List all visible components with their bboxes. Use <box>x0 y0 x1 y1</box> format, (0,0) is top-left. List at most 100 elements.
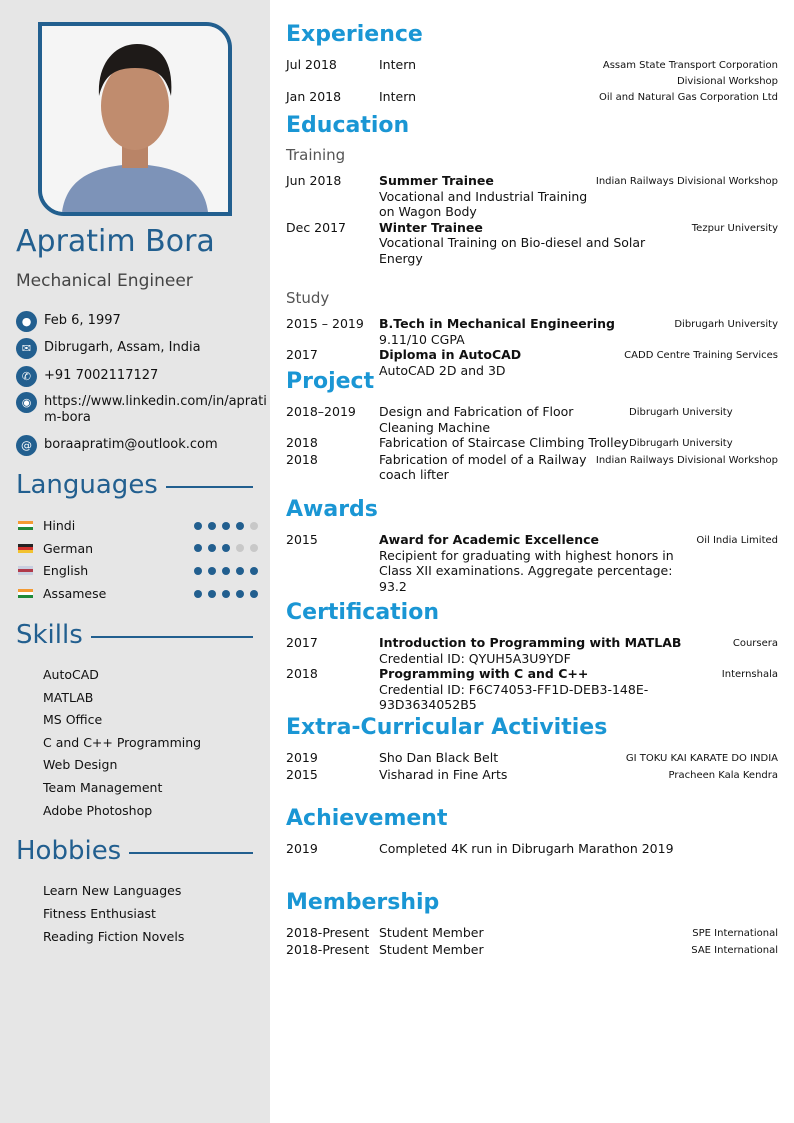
rating-dot <box>194 589 202 598</box>
education-section: Education Training Jun 2018 Summer Traine… <box>286 112 778 378</box>
proficiency-rating <box>194 589 258 598</box>
entry-body: B.Tech in Mechanical Engineering 9.11/10 … <box>379 316 674 347</box>
entry-title: Summer Trainee <box>379 173 494 188</box>
candidate-name: Apratim Bora <box>16 224 215 259</box>
language-name: English <box>43 563 89 579</box>
entry-row: Dec 2017 Winter Trainee Vocational Trainin… <box>286 220 778 267</box>
entry-organization: Tezpur University <box>691 222 778 234</box>
entry-description: Vocational and Industrial Training on Wa… <box>379 188 588 220</box>
entry-date: 2018 <box>286 666 318 681</box>
hobbies-item: Fitness Enthusiast <box>43 906 156 921</box>
entry-row: 2018 Fabrication of Staircase Climbing Tr… <box>286 435 778 452</box>
entry-title: Programming with C and C++ <box>379 666 589 681</box>
language-row: German <box>18 541 258 556</box>
entry-date: 2018–2019 <box>286 404 356 419</box>
entry-body: Intern <box>379 57 558 89</box>
rating-dot <box>208 544 216 553</box>
section-heading: Certification <box>286 600 440 625</box>
entry-date: 2017 <box>286 347 318 362</box>
entry-description: AutoCAD 2D and 3D <box>379 362 506 378</box>
entry-date: 2018-Present <box>286 941 370 957</box>
entry-row: Jun 2018 Summer Trainee Vocational and Ind… <box>286 173 778 220</box>
entry-row: 2015 Award for Academic Excellence Recipie… <box>286 532 778 594</box>
rating-dot <box>222 544 230 553</box>
entry-row: 2018-Present Student Member SPE Internatio… <box>286 925 778 942</box>
entry-row: 2018-Present Student Member SAE Internatio… <box>286 942 778 959</box>
entry-organization: Coursera <box>732 638 778 649</box>
entry-title: Student Member <box>379 941 484 957</box>
entry-body: Introduction to Programming with MATLAB C… <box>379 635 733 666</box>
rating-dot <box>208 589 216 598</box>
rating-dot <box>250 544 258 553</box>
entry-row: 2018–2019 Design and Fabrication of Floor… <box>286 404 778 435</box>
language-row: English <box>18 563 258 578</box>
profile-photo <box>38 22 232 216</box>
entry-date: 2019 <box>286 750 318 765</box>
languages-heading: Languages <box>16 470 253 500</box>
proficiency-rating <box>194 544 258 553</box>
entry-organization: Indian Railways Divisional Workshop <box>595 454 778 466</box>
section-heading: Membership <box>286 890 440 915</box>
proficiency-rating <box>194 566 258 575</box>
divider <box>165 486 253 488</box>
entry-date: 2015 <box>286 532 318 547</box>
at-icon: @ <box>16 435 37 456</box>
entry-organization: Oil and Natural Gas Corporation Ltd <box>598 92 778 103</box>
entry-body: Fabrication of model of a Railway coach … <box>379 452 596 483</box>
contact-birthdate: ● Feb 6, 1997 <box>16 311 270 332</box>
envelope-icon: ✉ <box>16 338 37 359</box>
germany-flag-icon <box>18 543 33 553</box>
entry-title: Intern <box>379 89 417 104</box>
skills-heading: Skills <box>16 620 253 650</box>
language-name: Hindi <box>43 518 76 533</box>
entry-body: Diploma in AutoCAD AutoCAD 2D and 3D <box>379 347 624 378</box>
entry-organization: Internshala <box>721 669 778 680</box>
entry-organization: Dibrugarh University <box>629 438 733 449</box>
entry-description: Credential ID: F6C74053-FF1D-DEB3-148E-9… <box>379 681 649 713</box>
entry-organization: Dibrugarh University <box>629 407 733 418</box>
entry-date: 2019 <box>286 841 318 856</box>
contact-email[interactable]: @ boraapratim@outlook.com <box>16 435 270 456</box>
entry-date: 2018-Present <box>286 925 370 940</box>
entry-row: Jan 2018 Intern Oil and Natural Gas Corpor… <box>286 89 778 106</box>
email-link[interactable]: boraapratim@outlook.com <box>44 437 218 452</box>
entry-title: Fabrication of Staircase Climbing Trolle… <box>379 435 629 450</box>
skills-item: Team Management <box>43 780 163 795</box>
entry-row: 2017 Diploma in AutoCAD AutoCAD 2D and 3D C… <box>286 347 778 378</box>
skills-item: MATLAB <box>43 689 94 705</box>
rating-dot <box>236 544 244 553</box>
entry-date: 2018 <box>286 435 318 450</box>
rating-dot <box>208 566 216 575</box>
entry-description: Vocational Training on Bio-diesel and So… <box>379 235 646 266</box>
entry-description: Credential ID: QYUH5A3U9YDF <box>379 650 571 666</box>
training-label: Training <box>286 146 346 164</box>
entry-organization: Oil India Limited <box>696 535 778 546</box>
entry-date: 2018 <box>286 451 318 467</box>
entry-body: Intern <box>379 89 599 106</box>
birthdate: Feb 6, 1997 <box>44 313 121 328</box>
section-heading: Education <box>286 113 410 138</box>
entry-row: 2018 Programming with C and C++ Credential… <box>286 666 778 713</box>
contact-linkedin[interactable]: ◉ https://www.linkedin.com/in/apratim-bor… <box>16 392 270 426</box>
entry-date: 2015 <box>286 766 318 782</box>
person-icon: ● <box>16 311 37 332</box>
rating-dot <box>208 521 216 530</box>
entry-organization: SPE International <box>692 928 778 939</box>
entry-body: Completed 4K run in Dibrugarh Marathon 2… <box>379 841 778 857</box>
linkedin-link[interactable]: https://www.linkedin.com/in/apratim-bora <box>44 394 267 425</box>
india-flag-icon <box>18 589 33 599</box>
achievement-section: Achievement 2019 Completed 4K run in Dibr… <box>286 805 778 857</box>
section-heading: Extra-Curricular Activities <box>286 715 608 740</box>
language-name: Assamese <box>43 586 107 602</box>
hobbies-heading: Hobbies <box>16 836 253 866</box>
entry-organization: Pracheen Kala Kendra <box>668 769 778 781</box>
hobbies-heading-text: Hobbies <box>16 836 122 866</box>
language-row: Assamese <box>18 586 258 601</box>
entry-title: Fabrication of model of a Railway coach … <box>379 451 587 483</box>
contact-location: ✉ Dibrugarh, Assam, India <box>16 338 270 359</box>
uk-flag-icon <box>18 566 33 576</box>
membership-section: Membership 2018-Present Student Member SPE… <box>286 889 778 958</box>
rating-dot <box>194 521 202 530</box>
entry-organization: CADD Centre Training Services <box>624 350 778 361</box>
entry-organization: Indian Railways Divisional Workshop <box>595 176 778 187</box>
